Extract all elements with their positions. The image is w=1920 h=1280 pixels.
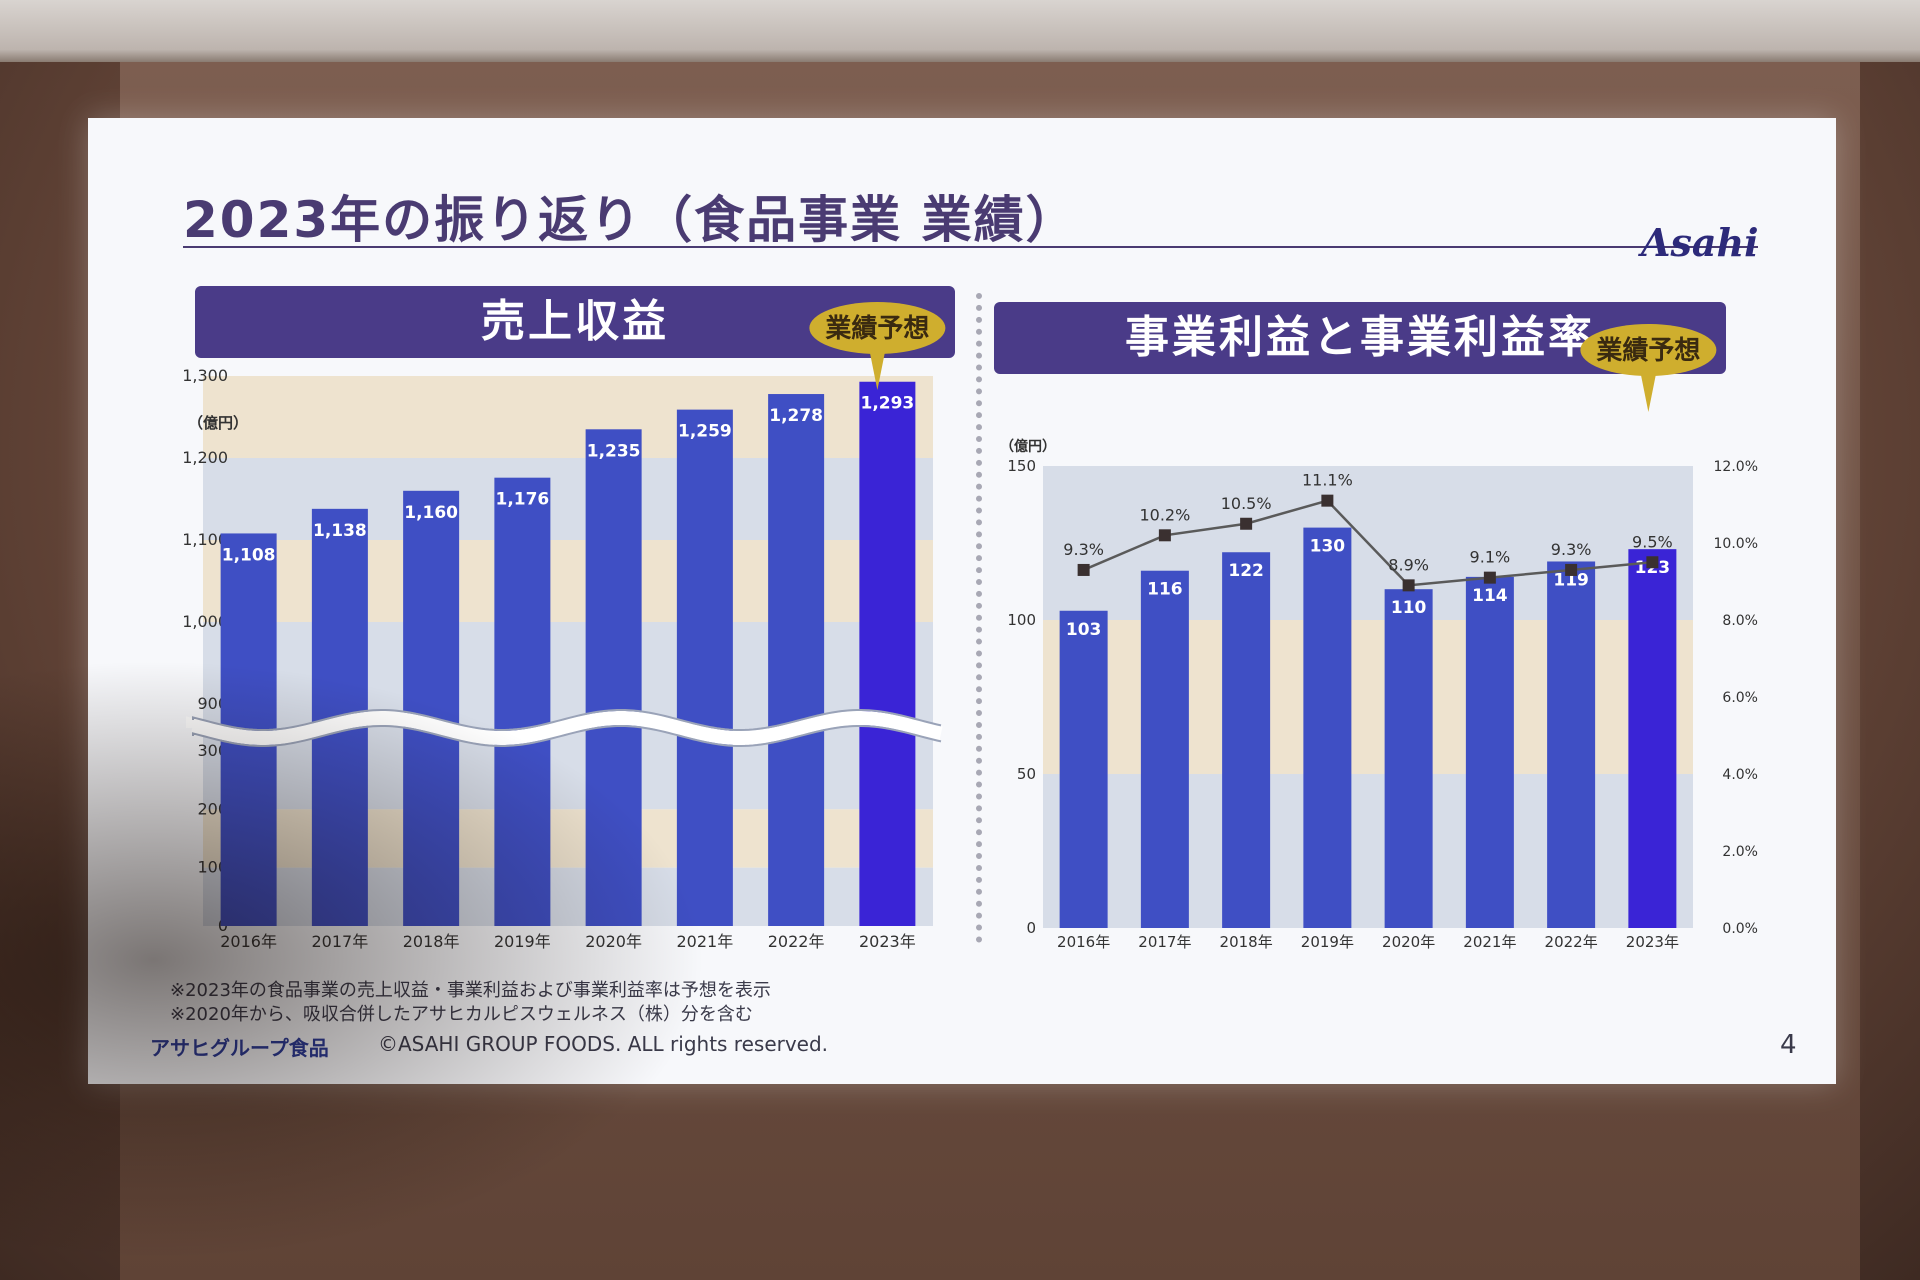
page-number: 4 (1780, 1030, 1797, 1060)
x-tick-label: 2022年 (1545, 933, 1598, 951)
profit-forecast-callout: 業績予想 (1580, 324, 1717, 412)
margin-label: 9.3% (1551, 540, 1592, 559)
margin-label: 10.2% (1139, 505, 1190, 524)
margin-label: 9.1% (1470, 548, 1511, 567)
margin-marker (1158, 529, 1171, 542)
margin-marker (1240, 517, 1253, 530)
margin-marker (1483, 571, 1496, 584)
x-tick-label: 2018年 (1220, 933, 1273, 951)
profit-bar (1222, 552, 1271, 928)
margin-marker (1565, 563, 1578, 576)
margin-label: 9.5% (1632, 532, 1673, 551)
profit-bar (1384, 589, 1433, 928)
y2-tick-label: 4.0% (1722, 767, 1758, 783)
margin-label: 9.3% (1063, 540, 1104, 559)
x-tick-label: 2016年 (1057, 933, 1110, 951)
profit-value-label: 116 (1147, 580, 1183, 600)
profit-forecast-callout-text: 業績予想 (1596, 336, 1700, 366)
profit-bar (1059, 610, 1108, 928)
margin-label: 11.1% (1302, 471, 1353, 490)
x-tick-label: 2023年 (1626, 933, 1679, 951)
profit-bar (1628, 549, 1677, 928)
y-axis-unit: （億円） (1000, 438, 1056, 455)
footnote-2: ※2020年から、吸収合併したアサヒカルピスウェルネス（株）分を含む (170, 1004, 753, 1025)
margin-marker (1646, 556, 1659, 569)
x-tick-label: 2021年 (1463, 933, 1516, 951)
ceiling (0, 0, 1920, 62)
y2-tick-label: 12.0% (1714, 459, 1758, 475)
y-tick-label: 100 (1007, 611, 1036, 629)
margin-label: 10.5% (1221, 494, 1272, 513)
profit-bar (1547, 561, 1596, 928)
x-tick-label: 2017年 (1138, 933, 1191, 951)
margin-marker (1321, 494, 1334, 507)
y-tick-label: 50 (1017, 765, 1036, 783)
copyright: ©ASAHI GROUP FOODS. ALL rights reserved. (378, 1032, 829, 1056)
profit-chart: （億円） 0 50 100 150 0.0% 2.0% 4.0% 6.0% 8.0% 10.0% 12… (1000, 324, 1758, 951)
y2-tick-label: 6.0% (1722, 690, 1758, 706)
profit-value-label: 103 (1066, 620, 1102, 640)
profit-forecast-callout-pointer (1640, 372, 1657, 412)
profit-bar (1303, 527, 1352, 928)
y2-tick-label: 2.0% (1722, 844, 1758, 860)
margin-marker (1402, 579, 1415, 592)
footnote-1: ※2023年の食品事業の売上収益・事業利益および事業利益率は予想を表示 (170, 980, 771, 1001)
plot-band (1043, 620, 1693, 774)
y-tick-label: 0 (1026, 919, 1036, 937)
y2-tick-label: 0.0% (1722, 921, 1758, 937)
margin-label: 8.9% (1388, 555, 1429, 574)
presentation-slide: 2023年の振り返り（食品事業 業績） Asahi 売上収益 事業利益と事業利益… (88, 118, 1836, 1084)
plot-band (1043, 774, 1693, 928)
profit-value-label: 130 (1310, 537, 1346, 557)
profit-value-label: 114 (1472, 586, 1508, 606)
profit-bar (1140, 570, 1189, 928)
x-tick-label: 2019年 (1301, 933, 1354, 951)
brand-name: アサヒグループ食品 (150, 1036, 329, 1060)
profit-value-label: 110 (1391, 598, 1427, 618)
x-tick-label: 2020年 (1382, 933, 1435, 951)
margin-marker (1077, 563, 1090, 576)
profit-bar (1465, 576, 1514, 928)
y2-tick-label: 10.0% (1714, 536, 1758, 552)
y2-tick-label: 8.0% (1722, 613, 1758, 629)
y-tick-label: 150 (1007, 457, 1036, 475)
profit-value-label: 122 (1228, 561, 1264, 581)
